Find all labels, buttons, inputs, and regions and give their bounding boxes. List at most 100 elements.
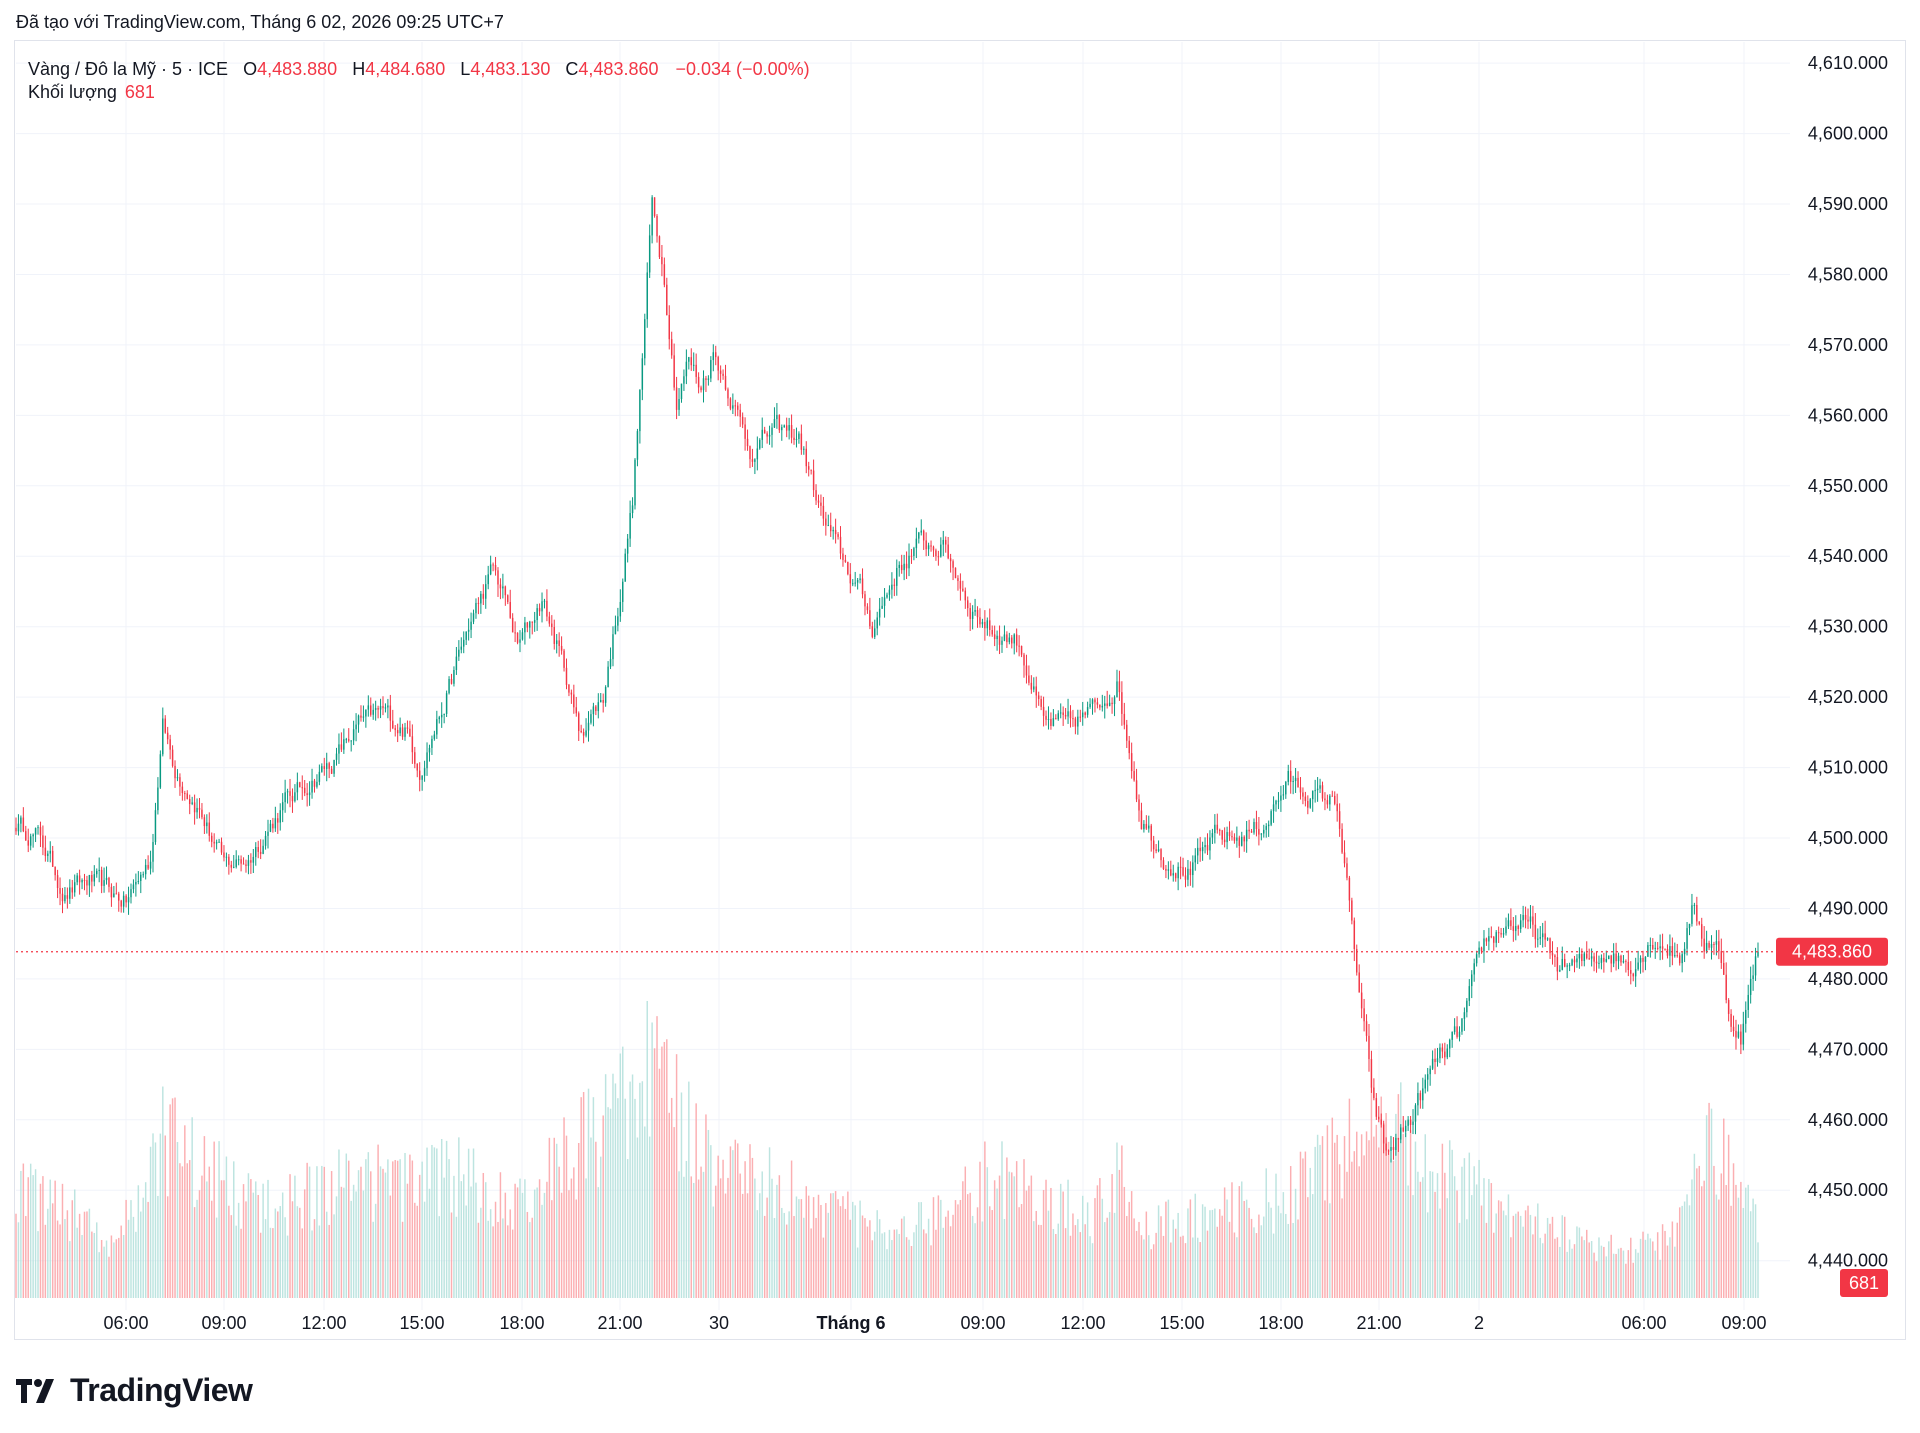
volume-bar	[1243, 1200, 1245, 1298]
volume-bar	[360, 1166, 362, 1298]
volume-bar	[1664, 1230, 1666, 1298]
candle-body	[1255, 821, 1258, 829]
tradingview-logo[interactable]: TradingView	[16, 1372, 253, 1409]
volume-bar	[1179, 1236, 1182, 1298]
candle-body	[854, 582, 856, 584]
volume-bar	[1537, 1203, 1539, 1298]
candle-body	[1444, 1051, 1446, 1058]
volume-bar	[1015, 1161, 1018, 1298]
volume-bar	[1659, 1259, 1661, 1298]
candle-body	[1488, 936, 1490, 942]
volume-bar	[800, 1199, 803, 1298]
volume-bar	[793, 1216, 795, 1298]
volume-bar	[1612, 1253, 1615, 1298]
volume-bar	[1050, 1187, 1052, 1298]
volume-bar	[228, 1205, 230, 1298]
candle-body	[1522, 914, 1524, 921]
candle-body	[1013, 634, 1015, 644]
volume-bar	[1353, 1151, 1356, 1298]
volume-bar	[325, 1211, 328, 1298]
candle-body	[1130, 753, 1133, 772]
volume-bar	[717, 1155, 719, 1298]
volume-bar	[421, 1161, 423, 1298]
volume-bar	[1321, 1136, 1324, 1298]
volume-bar	[1571, 1248, 1573, 1298]
candle-body	[1055, 718, 1057, 720]
volume-bar	[259, 1232, 262, 1298]
candle-body	[1356, 948, 1358, 973]
candle-body	[1519, 920, 1522, 929]
candle-body	[1358, 972, 1360, 993]
candle-body	[1241, 836, 1243, 846]
candle-body	[1678, 955, 1681, 964]
candle-body	[869, 610, 871, 627]
candle-body	[692, 364, 695, 366]
volume-bar	[499, 1172, 502, 1298]
volume-bar	[1069, 1235, 1072, 1298]
candle-body	[590, 714, 592, 723]
volume-bar	[781, 1207, 783, 1298]
candle-body	[431, 738, 433, 748]
candle-body	[1551, 953, 1554, 956]
candle-body	[162, 718, 164, 755]
candle-body	[1270, 811, 1272, 825]
candle-body	[1387, 1150, 1390, 1152]
volume-bar	[529, 1222, 531, 1298]
volume-bar	[66, 1210, 69, 1298]
volume-bar	[727, 1177, 729, 1298]
price-tick-label: 4,490.000	[1808, 898, 1888, 918]
candle-body	[1740, 1031, 1742, 1045]
volume-bar	[560, 1192, 563, 1298]
chart-frame[interactable]	[14, 40, 1906, 1340]
volume-bar	[103, 1246, 105, 1298]
candle-body	[86, 880, 88, 886]
candle-body	[1177, 866, 1179, 879]
volume-bar	[751, 1157, 754, 1298]
candle-body	[1324, 798, 1326, 801]
candle-body	[658, 236, 661, 257]
candle-body	[201, 809, 203, 818]
volume-bar	[874, 1231, 876, 1298]
volume-bar	[702, 1171, 705, 1298]
high-value: 4,484.680	[365, 59, 446, 79]
candle-body	[81, 879, 83, 883]
volume-bar	[822, 1237, 825, 1298]
candle-body	[617, 616, 619, 626]
candle-body	[1370, 1059, 1373, 1088]
volume-bar	[600, 1156, 602, 1298]
candle-body	[541, 601, 543, 612]
time-tick-label: 21:00	[1356, 1313, 1401, 1333]
candle-body	[817, 500, 820, 503]
tradingview-logo-text: TradingView	[70, 1372, 253, 1408]
volume-bar	[462, 1174, 465, 1298]
volume-bar	[1559, 1246, 1561, 1298]
candle-body	[436, 719, 438, 735]
volume-bar	[86, 1211, 88, 1298]
volume-bar	[1407, 1185, 1409, 1298]
volume-bar	[237, 1202, 240, 1298]
candle-body	[330, 768, 333, 774]
volume-bar	[798, 1199, 800, 1298]
candle-body	[881, 605, 883, 609]
volume-bar	[1404, 1132, 1407, 1298]
volume-bar	[1130, 1191, 1133, 1298]
volume-bar	[1463, 1158, 1466, 1298]
candle-body	[1434, 1058, 1436, 1063]
candle-body	[580, 730, 582, 732]
candle-body	[247, 860, 250, 866]
time-tick-label: 06:00	[1621, 1313, 1666, 1333]
candle-body	[1165, 868, 1167, 871]
candle-body	[741, 416, 744, 425]
volume-bar	[908, 1239, 910, 1298]
candle-body	[213, 841, 215, 844]
volume-bar	[1422, 1177, 1424, 1298]
volume-bar	[17, 1222, 20, 1298]
candle-body	[1064, 714, 1067, 717]
volume-bar	[1267, 1202, 1270, 1298]
volume-bar	[1524, 1210, 1527, 1298]
volume-bar	[1047, 1210, 1050, 1298]
candle-body	[1116, 681, 1118, 698]
volume-bar	[551, 1200, 553, 1298]
candle-body	[1365, 1021, 1368, 1036]
